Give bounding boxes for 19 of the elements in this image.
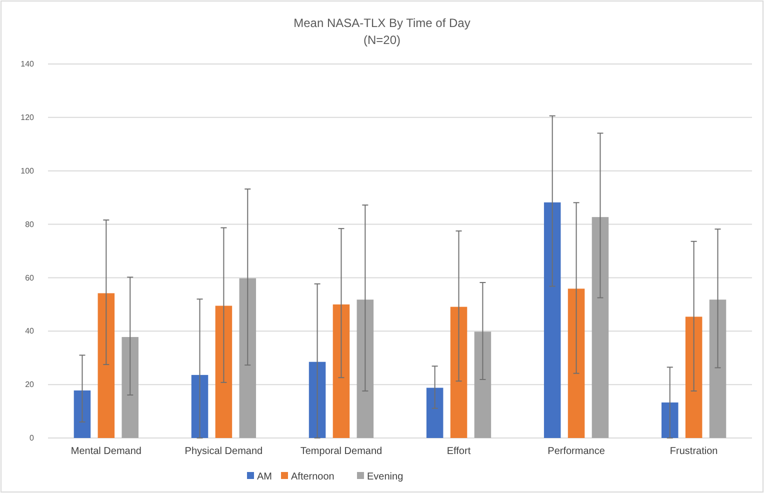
y-tick-label: 60: [25, 273, 35, 282]
x-tick-label: Effort: [446, 446, 471, 457]
y-tick-label: 0: [30, 434, 35, 443]
x-tick-label: Performance: [548, 446, 606, 457]
x-tick-label: Physical Demand: [184, 446, 263, 457]
chart-subtitle: (N=20): [363, 33, 401, 47]
y-tick-label: 40: [25, 326, 35, 336]
legend-label: AM: [257, 472, 272, 482]
y-tick-label: 120: [20, 112, 35, 122]
x-tick-label: Temporal Demand: [300, 446, 382, 457]
legend-label: Afternoon: [291, 472, 334, 482]
y-tick-label: 80: [25, 220, 35, 229]
chart-title: Mean NASA-TLX By Time of Day: [294, 16, 470, 30]
y-tick-label: 20: [25, 380, 35, 390]
y-tick-label: 100: [20, 166, 35, 176]
legend-label: Evening: [367, 472, 404, 482]
x-tick-label: Frustration: [670, 446, 718, 457]
x-tick-label: Mental Demand: [70, 446, 142, 457]
y-tick-label: 140: [20, 60, 35, 69]
